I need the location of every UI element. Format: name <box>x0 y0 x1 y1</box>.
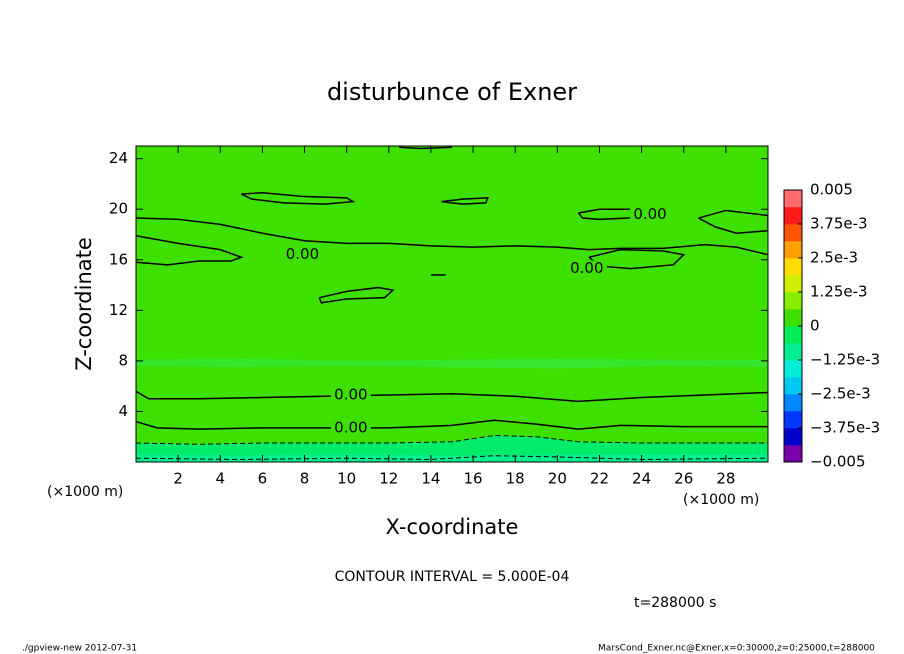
time-label: t=288000 s <box>634 595 716 611</box>
x-unit-left: (×1000 m) <box>47 484 123 500</box>
colorbar-band <box>784 190 802 208</box>
x-tick-label: 18 <box>506 470 525 488</box>
colorbar-tick-label: −1.25e-3 <box>810 351 880 369</box>
x-tick-label: 4 <box>215 470 225 488</box>
x-tick-label: 10 <box>337 470 356 488</box>
x-tick-label: 6 <box>258 470 268 488</box>
plot-fill <box>136 146 768 462</box>
contour-label-bg <box>330 419 371 436</box>
contour-line <box>318 286 395 304</box>
colorbar-band <box>784 224 802 242</box>
contour-label-bg <box>282 246 323 263</box>
footer-right: MarsCond_Exner.nc@Exner,x=0:30000,z=0:25… <box>598 644 875 654</box>
colorbar-tick-label: 2.5e-3 <box>810 249 858 267</box>
x-tick-label: 16 <box>464 470 483 488</box>
colorbar-band <box>784 394 802 412</box>
chart-title: disturbunce of Exner <box>327 78 577 106</box>
x-tick-label: 12 <box>379 470 398 488</box>
colorbar-tick-label: −0.005 <box>810 453 866 471</box>
contour-line <box>136 419 768 430</box>
contour-label-bg <box>566 260 607 277</box>
contour-label: 0.00 <box>334 386 367 404</box>
x-tick-label: 26 <box>674 470 693 488</box>
contour-line <box>241 192 356 205</box>
y-tick-label: 4 <box>118 402 128 420</box>
y-tick-label: 20 <box>109 200 128 218</box>
shaded-region <box>136 358 768 369</box>
colorbar-tick-label: 1.25e-3 <box>810 283 868 301</box>
colorbar-band <box>784 207 802 225</box>
contour-line <box>399 146 453 150</box>
x-unit-right: (×1000 m) <box>683 492 759 508</box>
contour-label: 0.00 <box>570 259 603 277</box>
x-axis-label: X-coordinate <box>386 515 519 539</box>
contour-label: 0.00 <box>334 418 367 436</box>
x-tick-label: 24 <box>632 470 651 488</box>
contour-line <box>136 434 768 445</box>
y-tick-label: 8 <box>118 351 128 369</box>
contour-interval: CONTOUR INTERVAL = 5.000E-04 <box>335 569 570 585</box>
contour-label-bg <box>330 387 371 404</box>
y-tick-label: 16 <box>109 250 128 268</box>
colorbar-band <box>784 241 802 259</box>
x-tick-label: 20 <box>548 470 567 488</box>
contour-label: 0.00 <box>633 205 666 223</box>
contour-line <box>441 197 489 205</box>
colorbar-tick-label: 3.75e-3 <box>810 215 868 233</box>
colorbar-tick-label: 0.005 <box>810 181 853 199</box>
colorbar-band <box>784 258 802 276</box>
plot-frame <box>135 145 769 463</box>
x-tick-label: 2 <box>173 470 183 488</box>
plot-area: 0.00 0.00 0.00 0.00 0.00 <box>136 146 768 462</box>
colorbar-band <box>784 428 802 446</box>
x-tick-label: 8 <box>300 470 310 488</box>
colorbar-band <box>784 411 802 429</box>
y-tick-label: 24 <box>109 149 128 167</box>
contour-line <box>136 455 768 460</box>
colorbar-band <box>784 445 802 463</box>
contour-label: 0.00 <box>286 245 319 263</box>
x-tick-label: 22 <box>590 470 609 488</box>
y-axis-label: Z-coordinate <box>72 237 96 371</box>
x-tick-label: 14 <box>421 470 440 488</box>
contour-line <box>698 209 768 234</box>
colorbar-band <box>784 343 802 361</box>
colorbar-band <box>784 292 802 310</box>
x-tick-label: 28 <box>716 470 735 488</box>
colorbar-tick-label: 0 <box>810 317 820 335</box>
colorbar-band <box>784 360 802 378</box>
colorbar-band <box>784 309 802 327</box>
colorbar-tick-label: −3.75e-3 <box>810 419 880 437</box>
contour-line <box>136 235 244 266</box>
contour-line <box>136 390 768 403</box>
colorbar-band <box>784 275 802 293</box>
colorbar-band <box>784 377 802 395</box>
footer-left: ./gpview-new 2012-07-31 <box>22 644 137 654</box>
colorbar-tick-label: −2.5e-3 <box>810 385 871 403</box>
contour-line <box>136 217 768 256</box>
contour-label-bg <box>630 206 671 223</box>
colorbar-band <box>784 326 802 344</box>
y-tick-label: 12 <box>109 301 128 319</box>
